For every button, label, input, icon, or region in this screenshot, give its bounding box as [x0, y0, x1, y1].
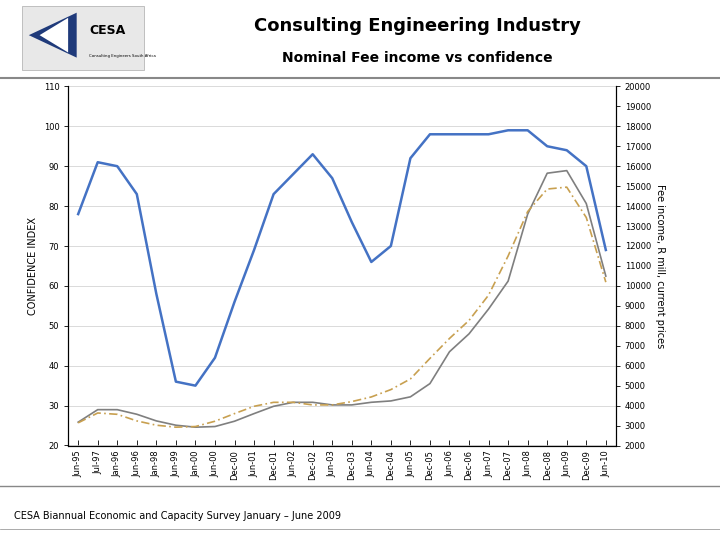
Text: Consulting Engineering Industry: Consulting Engineering Industry — [254, 17, 581, 35]
Text: Nominal Fee income vs confidence: Nominal Fee income vs confidence — [282, 51, 553, 65]
Y-axis label: Fee income, R mill, current prices: Fee income, R mill, current prices — [655, 184, 665, 348]
FancyBboxPatch shape — [22, 6, 144, 71]
Text: CESA: CESA — [89, 24, 125, 37]
Text: Consulting Engineers South Africa: Consulting Engineers South Africa — [89, 55, 156, 58]
Polygon shape — [29, 12, 77, 58]
Y-axis label: CONFIDENCE INDEX: CONFIDENCE INDEX — [28, 217, 38, 315]
Polygon shape — [40, 18, 68, 52]
Text: CESA Biannual Economic and Capacity Survey January – June 2009: CESA Biannual Economic and Capacity Surv… — [14, 511, 341, 521]
